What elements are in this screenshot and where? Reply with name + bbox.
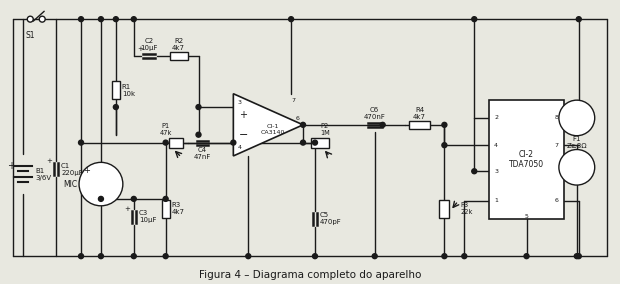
Text: 7: 7 <box>555 143 559 148</box>
Text: B1
3/6V: B1 3/6V <box>35 168 51 181</box>
Text: 1: 1 <box>494 198 498 203</box>
Circle shape <box>559 100 595 136</box>
Text: +: + <box>239 110 247 120</box>
Text: +: + <box>84 166 91 175</box>
Circle shape <box>524 254 529 259</box>
Circle shape <box>196 132 201 137</box>
Text: R3
4k7: R3 4k7 <box>172 202 185 215</box>
Text: F1
Z≥8Ω: F1 Z≥8Ω <box>567 136 587 149</box>
Bar <box>162 200 170 218</box>
Circle shape <box>79 140 84 145</box>
Circle shape <box>99 254 104 259</box>
Text: CI-1
CA3140: CI-1 CA3140 <box>261 124 285 135</box>
Circle shape <box>131 197 136 201</box>
Circle shape <box>131 17 136 22</box>
Circle shape <box>462 254 467 259</box>
Circle shape <box>113 105 118 110</box>
Text: P2
1M: P2 1M <box>320 123 330 136</box>
Text: C4
47nF: C4 47nF <box>194 147 211 160</box>
Circle shape <box>574 254 579 259</box>
Circle shape <box>288 17 294 22</box>
Text: +: + <box>46 158 52 164</box>
Text: C5
470pF: C5 470pF <box>320 212 342 225</box>
Text: 6: 6 <box>555 198 559 203</box>
Circle shape <box>79 17 84 22</box>
Text: 4: 4 <box>237 145 241 150</box>
Circle shape <box>99 17 104 22</box>
Text: P3
22k: P3 22k <box>460 202 472 215</box>
Text: 3: 3 <box>237 100 241 105</box>
Bar <box>409 121 430 129</box>
Text: +: + <box>124 206 130 212</box>
Text: C2
10μF: C2 10μF <box>140 38 157 51</box>
Circle shape <box>442 122 447 127</box>
Text: +: + <box>7 161 16 171</box>
Text: R1
10k: R1 10k <box>122 84 135 97</box>
Circle shape <box>442 143 447 148</box>
Text: R4
4k7: R4 4k7 <box>413 107 426 120</box>
Bar <box>170 52 188 60</box>
Text: R2
4k7: R2 4k7 <box>172 38 185 51</box>
Circle shape <box>559 149 595 185</box>
Text: 5: 5 <box>525 214 528 219</box>
Circle shape <box>577 17 582 22</box>
Circle shape <box>27 16 33 22</box>
Circle shape <box>472 169 477 174</box>
Bar <box>112 82 120 99</box>
Text: −: − <box>239 130 248 140</box>
Bar <box>169 138 182 148</box>
Text: 7: 7 <box>291 98 295 103</box>
Circle shape <box>577 254 582 259</box>
Circle shape <box>442 254 447 259</box>
Text: 3: 3 <box>494 169 498 174</box>
Circle shape <box>99 197 104 201</box>
Circle shape <box>301 122 306 127</box>
Circle shape <box>79 254 84 259</box>
Polygon shape <box>233 94 303 156</box>
Text: P1
47k: P1 47k <box>159 123 172 136</box>
Circle shape <box>196 105 201 110</box>
Text: 6: 6 <box>295 116 299 121</box>
Bar <box>311 138 329 148</box>
Text: C3
10μF: C3 10μF <box>139 210 156 223</box>
Text: S1: S1 <box>25 31 35 40</box>
Text: MIC: MIC <box>63 179 77 189</box>
Text: 4: 4 <box>494 143 498 148</box>
Circle shape <box>163 254 168 259</box>
Circle shape <box>113 17 118 22</box>
Bar <box>489 100 564 219</box>
Circle shape <box>39 16 45 22</box>
Text: Figura 4 – Diagrama completo do aparelho: Figura 4 – Diagrama completo do aparelho <box>199 270 421 280</box>
Circle shape <box>79 162 123 206</box>
Circle shape <box>372 254 377 259</box>
Text: 2: 2 <box>494 115 498 120</box>
Circle shape <box>312 254 317 259</box>
Text: C6
470nF: C6 470nF <box>364 107 386 120</box>
Bar <box>440 200 450 218</box>
Circle shape <box>163 140 168 145</box>
Circle shape <box>312 140 317 145</box>
Circle shape <box>472 17 477 22</box>
Circle shape <box>246 254 250 259</box>
Text: CI-2
TDA7050: CI-2 TDA7050 <box>509 150 544 169</box>
Circle shape <box>380 122 385 127</box>
Text: C1
220μF: C1 220μF <box>61 163 83 176</box>
Circle shape <box>231 140 236 145</box>
Circle shape <box>131 254 136 259</box>
Circle shape <box>301 140 306 145</box>
Text: 8: 8 <box>555 115 559 120</box>
Text: +: + <box>137 46 143 52</box>
Circle shape <box>163 197 168 201</box>
